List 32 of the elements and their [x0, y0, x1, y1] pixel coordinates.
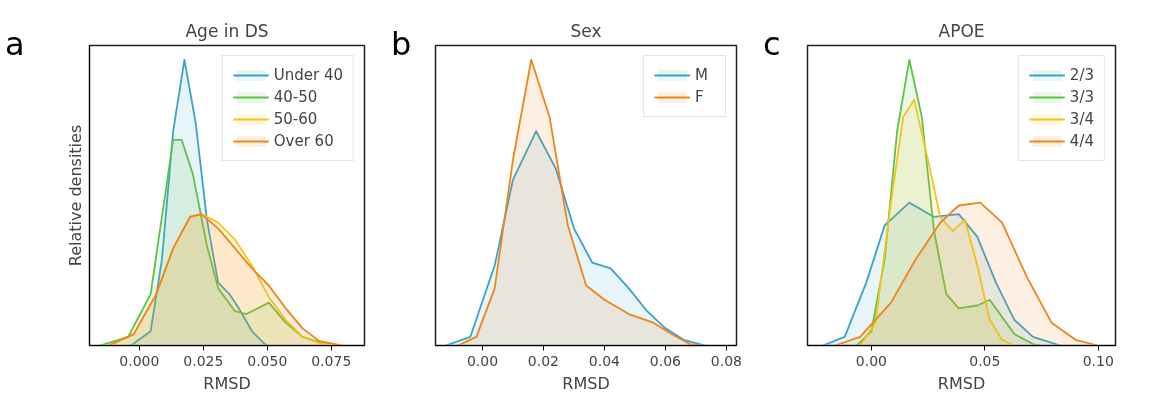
legend-label: 2/3: [1069, 66, 1094, 84]
legend-label: 50-60: [273, 110, 318, 128]
chart-title: APOE: [938, 20, 985, 41]
x-axis-title: RMSD: [203, 373, 251, 393]
x-tick-label: 0.08: [710, 352, 743, 369]
legend-label: 3/4: [1069, 110, 1094, 128]
x-axis-title: RMSD: [562, 373, 610, 393]
x-tick-label: 0.06: [649, 352, 682, 369]
x-axis-title: RMSD: [937, 373, 986, 393]
x-tick-label: 0.02: [527, 352, 560, 369]
text: a: [5, 24, 25, 65]
x-tick-label: 0.05: [969, 352, 1001, 369]
chart-title: Sex: [570, 20, 602, 41]
y-axis-title: Relative densities: [65, 124, 85, 267]
x-tick-label: 0.075: [311, 352, 352, 369]
legend-label: 4/4: [1069, 132, 1094, 150]
x-tick-label: 0.00: [855, 352, 888, 369]
text: c: [763, 24, 781, 65]
text: b: [391, 24, 412, 65]
legend-label: M: [695, 66, 709, 84]
x-tick-label: 0.04: [588, 352, 621, 369]
x-tick-label: 0.000: [119, 352, 160, 369]
x-tick-label: 0.10: [1082, 352, 1114, 369]
legend-label: Under 40: [273, 66, 343, 84]
x-tick-label: 0.00: [466, 352, 499, 369]
chart-title: Age in DS: [185, 20, 269, 41]
x-tick-label: 0.050: [247, 352, 288, 369]
legend-label: Over 60: [273, 132, 334, 150]
legend-label: F: [695, 88, 705, 106]
legend-label: 40-50: [273, 88, 318, 106]
x-tick-label: 0.025: [183, 352, 224, 369]
legend-label: 3/3: [1069, 88, 1094, 106]
